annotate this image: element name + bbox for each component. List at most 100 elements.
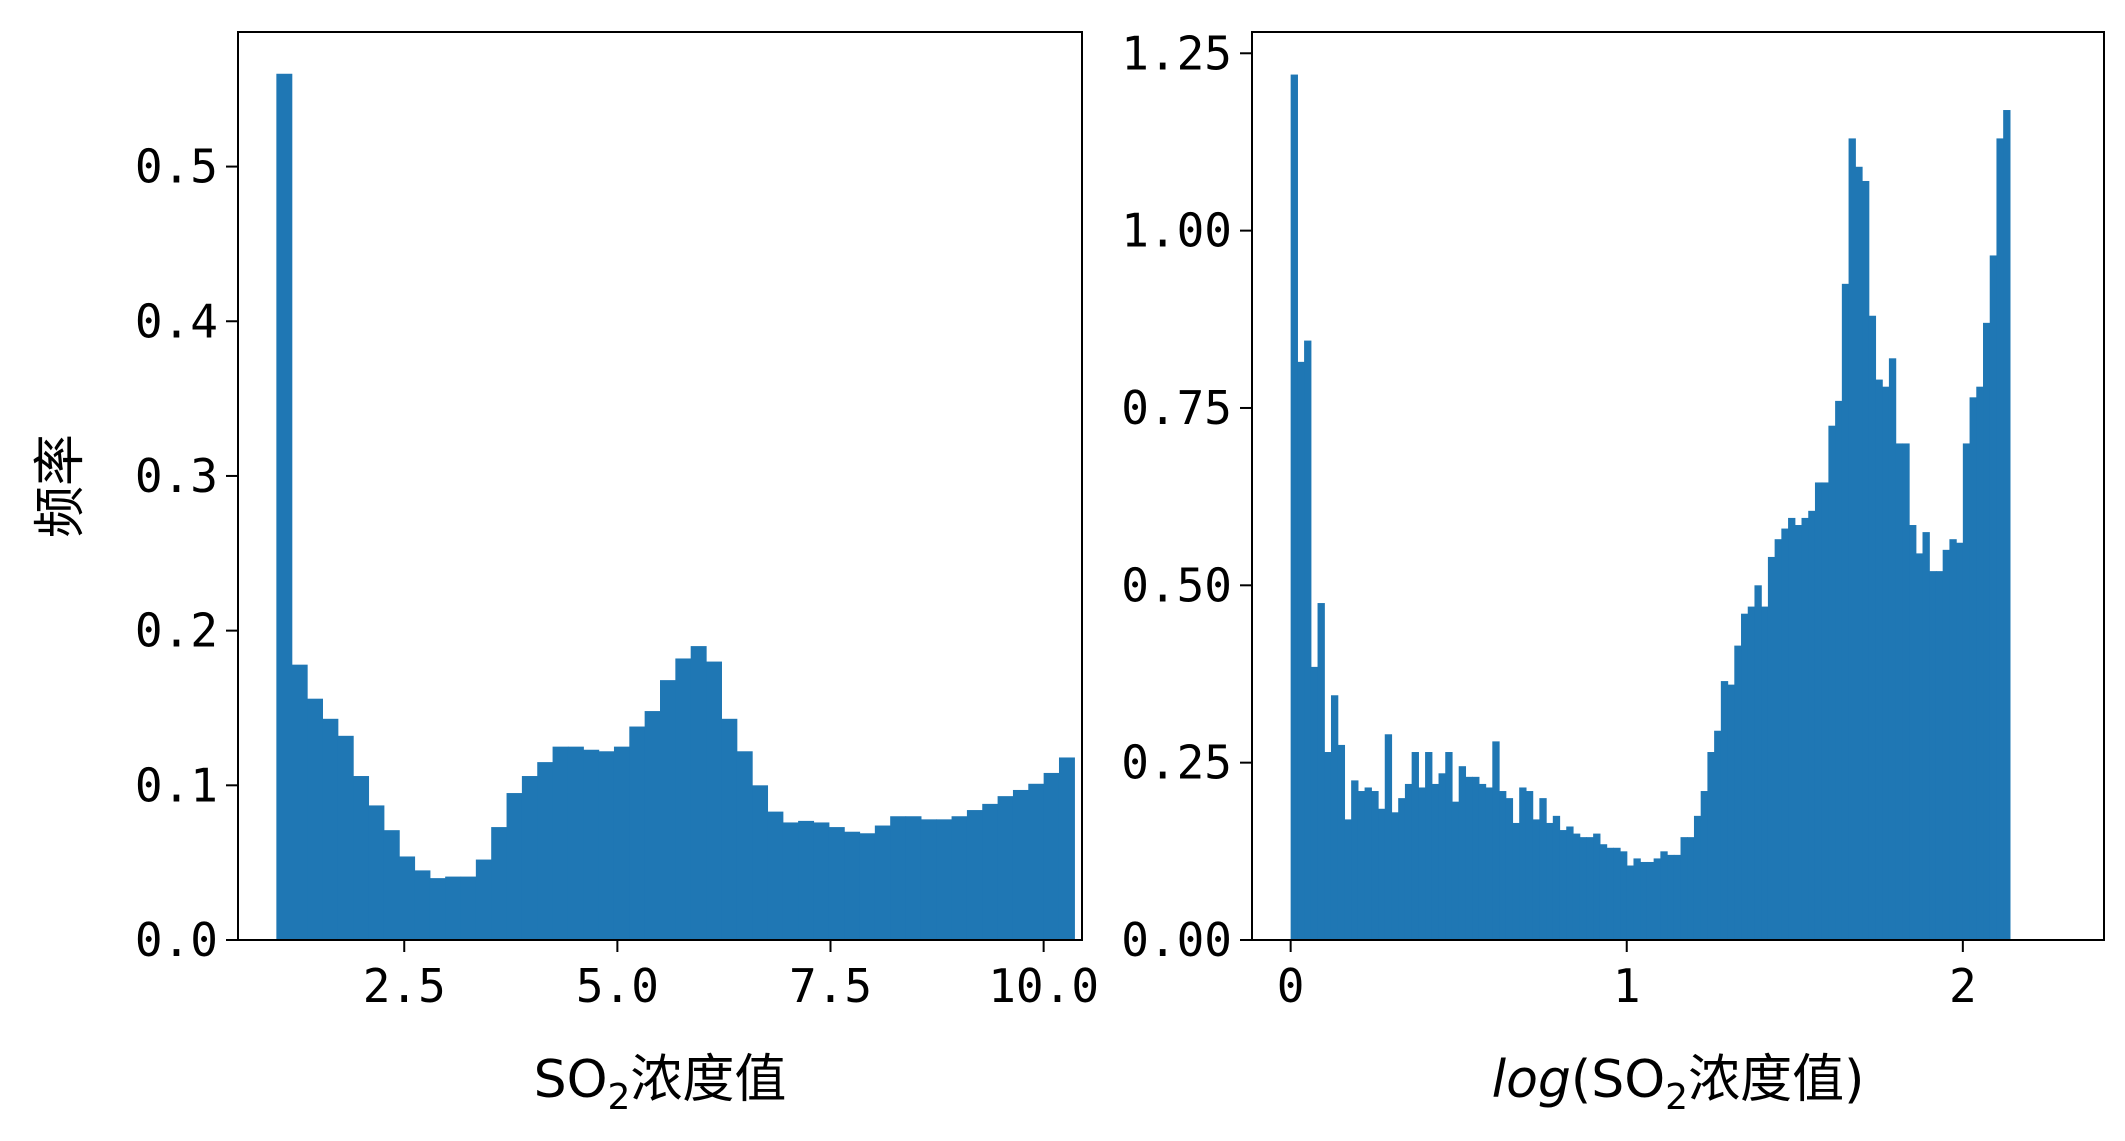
right-histogram-bar: [1512, 822, 1520, 940]
right-histogram-bar: [1989, 255, 1998, 940]
right-histogram-bar: [1572, 833, 1581, 940]
right-histogram-bar: [1398, 798, 1406, 941]
right-histogram-bar: [1559, 830, 1567, 940]
right-y-tick-label: 0.75: [1121, 381, 1232, 435]
right-histogram-bar: [1882, 386, 1890, 940]
left-histogram-bar: [951, 816, 968, 940]
right-histogram-bar: [1633, 858, 1641, 940]
right-histogram-bar: [1935, 571, 1944, 941]
right-histogram-bar: [1593, 833, 1601, 940]
right-histogram-bar: [1983, 322, 1991, 941]
right-histogram-bar: [1653, 858, 1661, 940]
right-histogram-bar: [1949, 539, 1957, 940]
right-histogram-bar: [1969, 397, 1977, 941]
right-histogram-bar: [1425, 752, 1433, 940]
right-histogram-bar: [1895, 443, 1903, 940]
right-histogram-bar: [1680, 837, 1688, 940]
right-x-tick-label: 0: [1277, 959, 1305, 1013]
left-histogram-bar: [629, 726, 646, 940]
left-x-axis-label: SO2浓度值: [534, 1050, 787, 1118]
right-histogram-bar: [1767, 556, 1776, 940]
right-histogram-bar: [1485, 787, 1493, 940]
right-histogram-bar: [1411, 752, 1419, 940]
left-y-tick-label: 0.2: [135, 604, 218, 658]
right-histogram-bar: [1613, 847, 1621, 940]
right-histogram-bar: [1714, 730, 1722, 940]
right-histogram-bar: [1929, 571, 1937, 941]
right-y-tick-label: 0.00: [1121, 913, 1232, 967]
right-histogram-bar: [1438, 773, 1446, 940]
left-histogram-bar: [552, 746, 569, 940]
left-histogram-bar: [844, 831, 861, 940]
left-histogram-bar: [291, 664, 308, 940]
right-histogram-bar: [1324, 752, 1332, 940]
right-histogram-bar: [1566, 826, 1574, 940]
left-histogram-bar: [337, 735, 354, 940]
right-histogram-bar: [1626, 865, 1635, 940]
left-histogram-bar: [644, 711, 661, 940]
left-histogram-bar: [613, 746, 630, 940]
left-x-tick-label: 5.0: [576, 959, 659, 1013]
right-histogram-bar: [1344, 819, 1352, 940]
right-histogram-bar: [1727, 684, 1735, 941]
right-histogram-bar: [1330, 695, 1339, 940]
left-y-tick-label: 0.0: [135, 913, 218, 967]
right-histogram-bar: [1579, 837, 1588, 940]
left-histogram-bar: [307, 698, 323, 940]
left-histogram-bar: [1043, 772, 1060, 940]
right-histogram-bar: [1337, 744, 1346, 940]
left-histogram-bar: [905, 816, 922, 940]
left-y-tick-label: 0.3: [135, 449, 218, 503]
right-histogram-bar: [1909, 525, 1917, 940]
right-histogram-bar: [1606, 847, 1614, 940]
left-histogram-bar: [1012, 789, 1029, 940]
right-histogram-bar: [1458, 766, 1467, 940]
right-histogram-bar: [1828, 425, 1836, 940]
right-histogram-bar: [1364, 787, 1372, 940]
right-histogram-bar: [1942, 549, 1950, 940]
left-histogram-bar: [813, 822, 830, 940]
left-histogram-bar: [475, 859, 492, 940]
right-histogram-bar: [1357, 791, 1366, 940]
right-histogram-bar: [1868, 315, 1877, 940]
left-histogram-bar: [890, 816, 907, 940]
right-y-tick-label: 1.25: [1121, 26, 1232, 80]
right-histogram-bar: [1660, 851, 1668, 940]
right-histogram-bar: [1781, 528, 1789, 940]
left-histogram-bar: [322, 718, 339, 940]
left-histogram-bar: [721, 718, 738, 940]
left-histogram-bar: [828, 827, 845, 940]
left-histogram-bar: [690, 646, 707, 940]
right-histogram-bar: [1532, 819, 1540, 940]
left-histogram-bar: [920, 819, 937, 940]
right-histogram-bar: [1915, 553, 1924, 940]
left-histogram-bar: [506, 793, 523, 940]
left-y-tick-label: 0.1: [135, 758, 218, 812]
left-histogram-bar: [353, 776, 370, 940]
right-histogram-bar: [1747, 606, 1756, 940]
left-histogram-bar: [997, 796, 1014, 940]
right-histogram-bar: [1620, 851, 1628, 940]
left-histogram-bar: [567, 746, 584, 940]
left-histogram-bar: [798, 820, 815, 940]
left-histogram-bar: [445, 876, 462, 940]
left-histogram-bar: [460, 876, 477, 940]
right-histogram-bar: [1646, 861, 1655, 940]
right-histogram-bar: [1465, 776, 1473, 940]
right-histogram-bar: [1640, 861, 1648, 940]
right-histogram-bar: [1902, 443, 1910, 940]
left-histogram-bar: [414, 870, 431, 940]
left-x-tick-label: 10.0: [988, 959, 1099, 1013]
right-histogram-bar: [1761, 606, 1769, 940]
right-histogram-bar: [1774, 539, 1782, 940]
left-histogram-bar: [583, 749, 600, 940]
right-histogram-bar: [1478, 783, 1487, 940]
right-histogram-bar: [1472, 776, 1480, 940]
right-histogram-bar: [1922, 532, 1930, 940]
right-histogram-bar: [1754, 585, 1762, 940]
right-x-tick-label: 2: [1949, 959, 1977, 1013]
right-histogram-bar: [1835, 400, 1843, 941]
right-histogram-bar: [1673, 854, 1682, 941]
right-histogram-bar: [1404, 783, 1413, 940]
